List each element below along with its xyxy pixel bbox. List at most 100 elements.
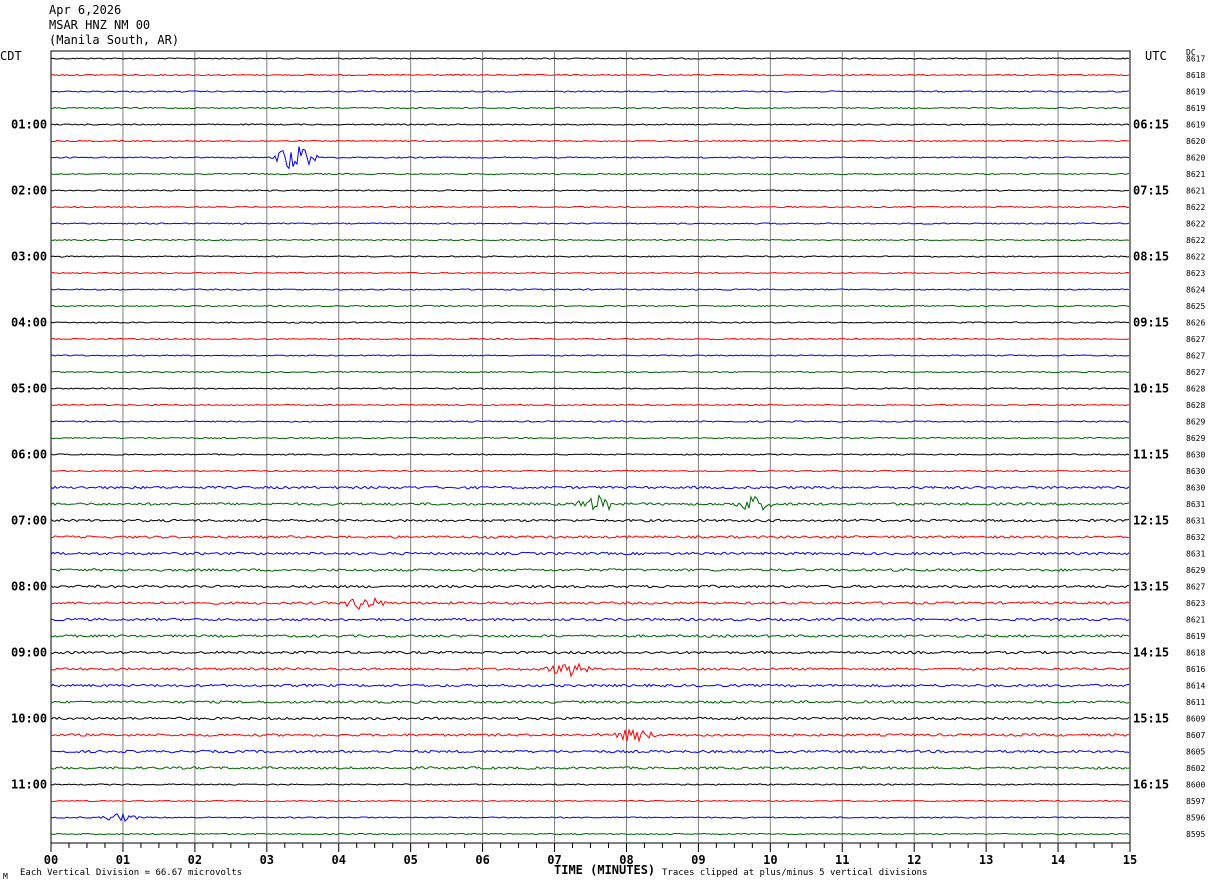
trace-line — [50, 288, 1130, 291]
trace-line — [50, 700, 1130, 704]
dc-offset-label: 8623 — [1186, 599, 1205, 608]
x-tick-label: 03 — [260, 853, 274, 867]
x-tick-label: 13 — [979, 853, 993, 867]
dc-offset-label: 8621 — [1186, 616, 1205, 625]
trace-line — [50, 354, 1130, 357]
dc-offset-label: 8605 — [1186, 748, 1205, 757]
trace-line — [50, 551, 1130, 556]
corner-mark: M — [3, 872, 8, 881]
left-timezone-label: CDT — [0, 49, 22, 63]
dc-offset-label: 8614 — [1186, 682, 1205, 691]
dc-offset-label: 8595 — [1186, 830, 1205, 839]
x-tick-label: 06 — [475, 853, 489, 867]
right-hour-label: 08:15 — [1133, 250, 1169, 264]
x-tick-label: 07 — [547, 853, 561, 867]
dc-offset-label: 8629 — [1186, 418, 1205, 427]
dc-offset-label: 8622 — [1186, 203, 1205, 212]
trace-line — [50, 453, 1130, 456]
left-hour-label: 09:00 — [11, 646, 47, 660]
right-hour-label: 07:15 — [1133, 184, 1169, 198]
trace-line — [51, 146, 1130, 170]
left-hour-label: 04:00 — [11, 316, 47, 330]
right-hour-label: 16:15 — [1133, 778, 1169, 792]
left-hour-label: 07:00 — [11, 514, 47, 528]
trace-line — [51, 799, 1130, 803]
right-hour-label: 14:15 — [1133, 646, 1169, 660]
trace-line — [50, 617, 1130, 622]
dc-offset-label: 8597 — [1186, 797, 1205, 806]
scale-note: Each Vertical Division = 66.67 microvolt… — [20, 868, 242, 878]
trace-group — [50, 57, 1130, 836]
dc-offset-label: 8627 — [1186, 352, 1205, 361]
trace-line — [50, 436, 1130, 440]
grid — [50, 50, 1131, 844]
trace-line — [51, 812, 1130, 822]
dc-offset-label: 8619 — [1186, 632, 1205, 641]
trace-line — [50, 387, 1130, 390]
dc-offset-label: 8631 — [1186, 550, 1205, 559]
trace-line — [50, 321, 1130, 324]
dc-offset-label: 8630 — [1186, 467, 1205, 476]
left-hour-label: 02:00 — [11, 184, 47, 198]
clip-note: Traces clipped at plus/minus 5 vertical … — [662, 868, 928, 878]
dc-offset-label: 8629 — [1186, 566, 1205, 575]
station-label: MSAR HNZ NM 00 — [49, 18, 151, 32]
dc-offset-label: 8616 — [1186, 665, 1205, 674]
dc-offset-label: 8624 — [1186, 286, 1205, 295]
dc-offset-label: 8620 — [1186, 137, 1205, 146]
right-hour-label: 13:15 — [1133, 580, 1169, 594]
trace-line — [50, 728, 1130, 743]
x-tick-label: 10 — [763, 853, 777, 867]
x-tick-label: 01 — [116, 853, 130, 867]
trace-line — [50, 485, 1130, 490]
trace-line — [50, 73, 1130, 77]
dc-offset-label: 8632 — [1186, 533, 1205, 542]
x-tick-label: 12 — [907, 853, 921, 867]
dc-offset-label: 8631 — [1186, 500, 1205, 509]
date-label: Apr 6,2026 — [49, 3, 122, 17]
trace-line — [50, 123, 1130, 126]
left-hour-label: 03:00 — [11, 250, 47, 264]
trace-line — [50, 222, 1130, 225]
trace-line — [50, 189, 1130, 192]
x-axis-label: TIME (MINUTES) — [554, 863, 655, 877]
dc-offset-label: 8627 — [1186, 368, 1205, 377]
trace-line — [50, 370, 1130, 374]
dc-offset-label: 8629 — [1186, 434, 1205, 443]
trace-line — [50, 662, 1130, 678]
x-tick-label: 04 — [332, 853, 346, 867]
dc-offset-label: 8621 — [1186, 170, 1205, 179]
trace-line — [50, 596, 1130, 610]
dc-offset-label: 8602 — [1186, 764, 1205, 773]
left-hour-label: 10:00 — [11, 712, 47, 726]
x-tick-label: 14 — [1051, 853, 1065, 867]
trace-line — [50, 90, 1130, 93]
trace-line — [50, 716, 1130, 721]
trace-line — [50, 683, 1130, 688]
trace-line — [50, 172, 1130, 176]
right-hour-label: 09:15 — [1133, 316, 1169, 330]
dc-offset-label: 8622 — [1186, 236, 1205, 245]
dc-offset-label: 8619 — [1186, 88, 1205, 97]
trace-line — [50, 832, 1130, 836]
dc-offset-label: 8609 — [1186, 715, 1205, 724]
trace-line — [50, 584, 1130, 589]
x-tick-label: 00 — [44, 853, 58, 867]
right-hour-label: 10:15 — [1133, 382, 1169, 396]
dc-offset-label: 8627 — [1186, 583, 1205, 592]
dc-offset-label: 8630 — [1186, 484, 1205, 493]
dc-offset-label: 8622 — [1186, 220, 1205, 229]
axes: 8617 8618 8619 8619 8619 8620 8620 8621 8621 8622… — [11, 55, 1205, 868]
dc-offset-label: 8600 — [1186, 781, 1205, 790]
trace-line — [50, 650, 1129, 655]
dc-offset-label: 8622 — [1186, 253, 1205, 262]
trace-line — [50, 238, 1130, 242]
left-hour-label: 01:00 — [11, 118, 47, 132]
dc-offset-label: 8628 — [1186, 401, 1205, 410]
trace-line — [50, 518, 1130, 523]
dc-offset-label: 8607 — [1186, 731, 1205, 740]
dc-offset-label: 8617 — [1186, 55, 1205, 64]
dc-offset-label: 8630 — [1186, 451, 1205, 460]
trace-line — [50, 271, 1130, 275]
